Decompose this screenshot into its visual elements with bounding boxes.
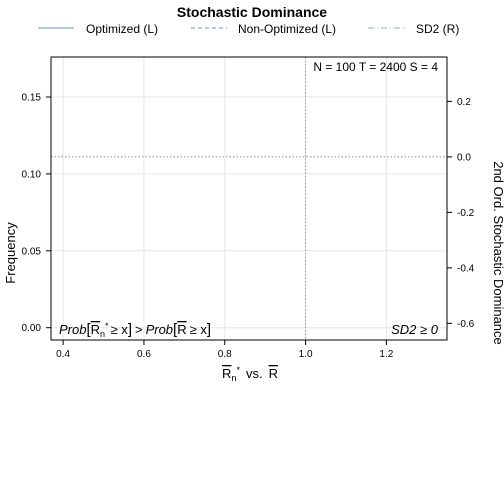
x-axis: 0.4 0.6 0.8 1.0 1.2 bbox=[56, 340, 394, 360]
y-right-tick-label-4: -0.6 bbox=[457, 319, 475, 330]
x-tick-label-1: 0.6 bbox=[137, 349, 151, 360]
legend-label-non-optimized: Non-Optimized (L) bbox=[238, 22, 336, 36]
grid bbox=[51, 57, 447, 340]
x-tick-label-3: 1.0 bbox=[299, 349, 313, 360]
legend-label-sd2: SD2 (R) bbox=[416, 22, 459, 36]
annotation-bracket-close-1: ] bbox=[128, 321, 132, 338]
x-title-vs: vs. bbox=[246, 366, 263, 381]
y-right-tick-label-1: 0.0 bbox=[457, 152, 471, 163]
annotation-prob-1: Prob bbox=[59, 322, 86, 337]
y-axis-right: 0.2 0.0 -0.2 -0.4 -0.6 bbox=[447, 97, 475, 330]
x-title-sup: * bbox=[236, 365, 240, 375]
annotation-gt: > bbox=[135, 322, 143, 337]
annotation-r-2: R bbox=[177, 322, 186, 337]
y-right-tick-label-0: 0.2 bbox=[457, 97, 471, 108]
annotation-ge-2: ≥ x bbox=[190, 322, 208, 337]
annotation-sd2: SD2 ≥ 0 bbox=[391, 322, 439, 337]
x-axis-title: Rn* vs. R bbox=[222, 365, 278, 383]
x-tick-label-0: 0.4 bbox=[56, 349, 70, 360]
annotation-sup-1: * bbox=[105, 321, 109, 331]
chart-title: Stochastic Dominance bbox=[177, 4, 327, 20]
legend: Optimized (L) Non-Optimized (L) SD2 (R) bbox=[38, 22, 459, 36]
plot-frame bbox=[51, 57, 447, 340]
x-title-r1: R bbox=[222, 366, 231, 381]
y-axis-right-title: 2nd Ord. Stochastic Dominance bbox=[491, 161, 504, 345]
annotation-r-1: R bbox=[91, 322, 100, 337]
y-right-tick-label-2: -0.2 bbox=[457, 208, 475, 219]
y-left-tick-label-3: 0.15 bbox=[22, 92, 42, 103]
annotation-params: N = 100 T = 2400 S = 4 bbox=[313, 60, 438, 74]
annotation-probability: Prob[Rn* ≥ x] > Prob[R ≥ x] bbox=[59, 321, 211, 339]
annotation-bracket-close-2: ] bbox=[207, 321, 211, 338]
x-tick-label-4: 1.2 bbox=[379, 349, 393, 360]
annotation-prob-2: Prob bbox=[146, 322, 173, 337]
y-axis-left: 0.00 0.05 0.10 0.15 bbox=[22, 92, 51, 334]
x-title-r2: R bbox=[269, 366, 278, 381]
legend-label-optimized: Optimized (L) bbox=[86, 22, 158, 36]
annotation-ge-1: ≥ x bbox=[111, 322, 129, 337]
y-axis-left-title: Frequency bbox=[3, 222, 18, 284]
y-left-tick-label-1: 0.05 bbox=[22, 246, 42, 257]
x-tick-label-2: 0.8 bbox=[218, 349, 232, 360]
y-left-tick-label-2: 0.10 bbox=[22, 169, 42, 180]
y-right-tick-label-3: -0.4 bbox=[457, 263, 475, 274]
y-left-tick-label-0: 0.00 bbox=[22, 323, 42, 334]
